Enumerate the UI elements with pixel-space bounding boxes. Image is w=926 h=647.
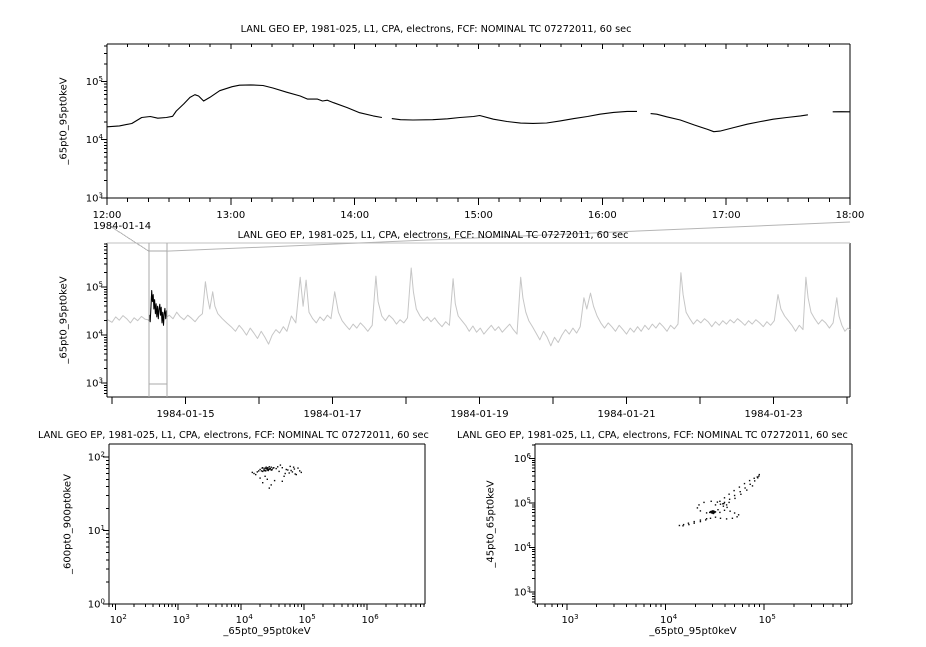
svg-text:104: 104 [660,613,678,626]
svg-text:15:00: 15:00 [464,210,493,221]
scatter-45-65-plot-area[interactable] [535,444,852,604]
y-axis-label-context: _65pt0_95pt0keV [58,276,70,364]
panel-scatter-600-900: 102 103 104 105 106 100 101 102 [88,443,426,626]
svg-text:101: 101 [88,524,105,537]
svg-text:105: 105 [514,496,531,509]
svg-text:17:00: 17:00 [712,210,741,221]
context-connector-right [167,221,851,252]
panel-detail: 12:00 13:00 14:00 15:00 16:00 17:00 18:00 103 10… [86,43,865,221]
detail-plot-area[interactable] [107,44,850,198]
svg-text:105: 105 [299,613,316,626]
svg-text:106: 106 [361,613,379,626]
detail-series-line [391,110,637,124]
svg-text:103: 103 [561,613,578,626]
context-connectors [109,221,851,252]
svg-text:104: 104 [236,613,254,626]
svg-text:16:00: 16:00 [588,210,617,221]
svg-text:1984-01-17: 1984-01-17 [303,409,361,420]
plot-title-context: LANL GEO EP, 1981-025, L1, CPA, electron… [237,230,629,241]
zoom-range-box[interactable] [148,243,168,397]
y-axis-label-scatter-right: _45pt0_65pt0keV [485,480,497,568]
svg-text:1984-01-23: 1984-01-23 [744,409,802,420]
y-axis-label-scatter-left: _600pt0_900pt0keV [62,474,74,574]
plot-title-scatter-left: LANL GEO EP, 1981-025, L1, CPA, electron… [38,430,429,441]
panel-context: 1984-01-15 1984-01-17 1984-01-19 1984-01-21… [86,242,851,420]
svg-text:104: 104 [514,541,532,554]
svg-text:103: 103 [173,613,190,626]
svg-text:103: 103 [86,377,103,390]
scatter-600-900-points [251,464,302,489]
svg-text:18:00: 18:00 [836,210,865,221]
context-plot-area[interactable] [107,243,850,397]
svg-text:1984-01-21: 1984-01-21 [597,409,655,420]
svg-text:102: 102 [110,613,127,626]
svg-text:1984-01-15: 1984-01-15 [156,409,214,420]
svg-text:103: 103 [514,585,531,598]
detail-series-line [106,84,382,128]
svg-text:104: 104 [86,329,104,342]
svg-text:12:00: 12:00 [93,210,122,221]
context-selected-series-line [148,290,168,326]
plot-title-scatter-right: LANL GEO EP, 1981-025, L1, CPA, electron… [457,430,848,441]
detail-series-line [650,113,808,133]
svg-text:104: 104 [86,133,104,146]
svg-text:13:00: 13:00 [216,210,245,221]
x-axis-label-scatter-right: _65pt0_95pt0keV [649,626,737,637]
panel-scatter-45-65: 103 104 105 103 104 105 106 [514,443,853,626]
svg-text:106: 106 [514,452,532,465]
svg-text:100: 100 [88,598,105,611]
svg-text:102: 102 [88,451,105,464]
svg-text:1984-01-19: 1984-01-19 [450,409,508,420]
x-axis-label-scatter-left: _65pt0_95pt0keV [223,626,311,637]
svg-text:105: 105 [86,75,103,88]
plot-title-detail: LANL GEO EP, 1981-025, L1, CPA, electron… [240,24,632,35]
svg-text:14:00: 14:00 [340,210,369,221]
x-axis-context-date: 1984-01-14 [93,221,152,232]
scatter-45-65-points [678,473,760,527]
context-series-line [107,267,851,347]
svg-text:103: 103 [86,192,103,205]
svg-text:105: 105 [86,281,103,294]
svg-text:105: 105 [759,613,776,626]
y-axis-label-detail: _65pt0_95pt0keV [58,77,70,165]
